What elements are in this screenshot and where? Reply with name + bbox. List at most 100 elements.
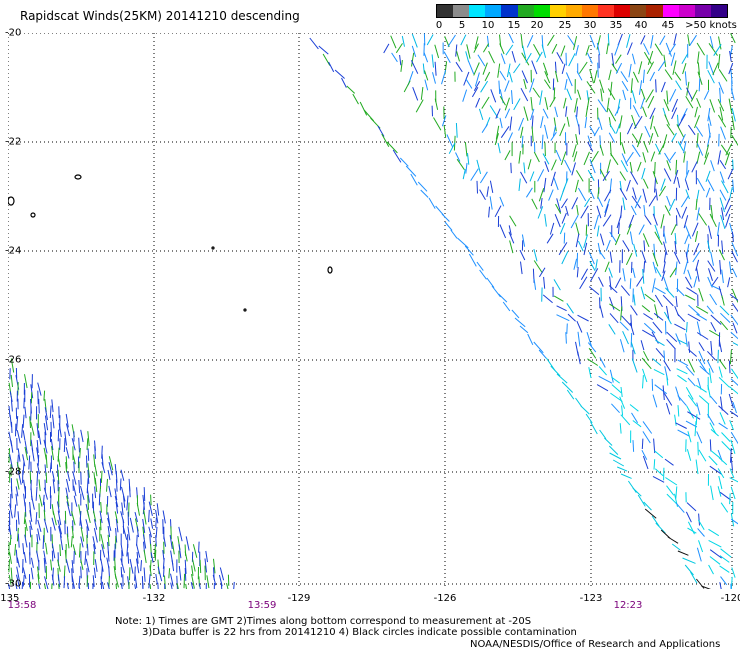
wind-barb <box>585 45 590 56</box>
wind-barb <box>87 495 89 510</box>
wind-barb <box>675 422 687 429</box>
wind-barb <box>710 284 722 291</box>
wind-barb <box>717 222 720 237</box>
wind-barb <box>709 439 712 452</box>
wind-barb <box>495 125 500 140</box>
wind-barb <box>633 294 636 306</box>
wind-barb <box>51 550 54 562</box>
wind-barb <box>654 224 661 239</box>
wind-barb <box>44 584 47 589</box>
wind-barb <box>531 126 534 142</box>
wind-barb <box>590 421 598 435</box>
wind-barb <box>49 405 52 419</box>
wind-barb <box>604 198 611 213</box>
wind-barb <box>470 168 479 181</box>
wind-barb <box>309 37 319 50</box>
wind-barb <box>606 43 609 55</box>
wind-barb <box>120 558 125 574</box>
wind-barb <box>479 189 486 200</box>
wind-barb <box>522 45 527 59</box>
wind-barb <box>57 510 62 526</box>
wind-barb <box>577 331 581 347</box>
wind-barb <box>720 576 728 586</box>
wind-barb <box>123 495 126 508</box>
wind-barb <box>86 438 89 450</box>
wind-barb <box>554 61 557 74</box>
wind-barb <box>71 511 76 526</box>
wind-barb <box>540 197 543 209</box>
wind-barb <box>334 69 345 79</box>
wind-barb <box>126 495 129 511</box>
wind-barb <box>663 251 667 263</box>
wind-barb <box>710 485 714 501</box>
wind-barb <box>720 214 726 230</box>
wind-barb <box>730 314 738 326</box>
wind-barb <box>698 540 704 553</box>
wind-barb <box>99 518 102 531</box>
wind-barb <box>580 205 589 219</box>
wind-barb <box>59 544 61 557</box>
wind-barb <box>134 574 138 589</box>
wind-barb <box>619 115 623 129</box>
wind-barb <box>504 108 511 119</box>
wind-barb <box>114 511 119 524</box>
wind-barb <box>626 34 631 48</box>
wind-barb <box>575 233 580 248</box>
wind-barb <box>434 98 439 110</box>
wind-barb <box>604 261 610 273</box>
wind-barb <box>21 424 24 438</box>
wind-barb <box>643 350 649 361</box>
wind-barb <box>405 165 417 177</box>
legend-label: 30 <box>583 20 597 31</box>
wind-barb <box>607 33 610 46</box>
wind-barb <box>596 35 601 50</box>
wind-barb <box>588 252 595 265</box>
wind-barb <box>731 303 738 313</box>
wind-barb <box>599 79 605 94</box>
wind-barb <box>663 168 672 182</box>
wind-barb <box>574 179 579 193</box>
legend-label: >50 knots <box>685 20 737 31</box>
wind-barb <box>58 423 62 438</box>
wind-barb <box>671 132 677 143</box>
wind-barb <box>663 350 666 361</box>
wind-barb <box>50 495 52 509</box>
island-outline <box>8 196 15 206</box>
wind-barb <box>176 575 178 589</box>
wind-barb <box>352 93 359 105</box>
wind-barb <box>126 543 129 557</box>
wind-barb <box>731 107 736 122</box>
wind-barb <box>609 251 613 263</box>
wind-barb <box>446 134 453 148</box>
wind-barb <box>599 357 606 368</box>
wind-barb <box>65 413 69 428</box>
wind-barb <box>647 95 655 109</box>
wind-barb <box>541 44 547 58</box>
wind-barb <box>199 559 202 574</box>
wind-barb <box>706 305 714 314</box>
wind-barb <box>679 133 686 146</box>
wind-barb <box>544 142 546 157</box>
wind-barb <box>707 107 711 122</box>
wind-barb <box>94 477 98 493</box>
wind-barb <box>677 313 686 322</box>
wind-barb <box>434 44 440 59</box>
wind-barb <box>523 78 527 90</box>
wind-barb <box>655 79 657 93</box>
wind-barb <box>634 195 642 209</box>
wind-barb <box>665 42 672 57</box>
wind-barb <box>703 152 710 165</box>
wind-barb <box>538 349 547 359</box>
wind-barb <box>65 456 68 469</box>
wind-barb <box>401 35 405 47</box>
wind-barb <box>80 536 84 548</box>
wind-barb <box>198 541 200 553</box>
wind-barb <box>710 204 714 219</box>
wind-barb <box>688 349 697 357</box>
wind-barb <box>693 242 700 256</box>
wind-barb <box>729 477 738 483</box>
wind-barb <box>621 80 629 92</box>
wind-barb <box>561 251 569 265</box>
wind-barb <box>555 149 562 162</box>
wind-barb <box>614 106 621 117</box>
